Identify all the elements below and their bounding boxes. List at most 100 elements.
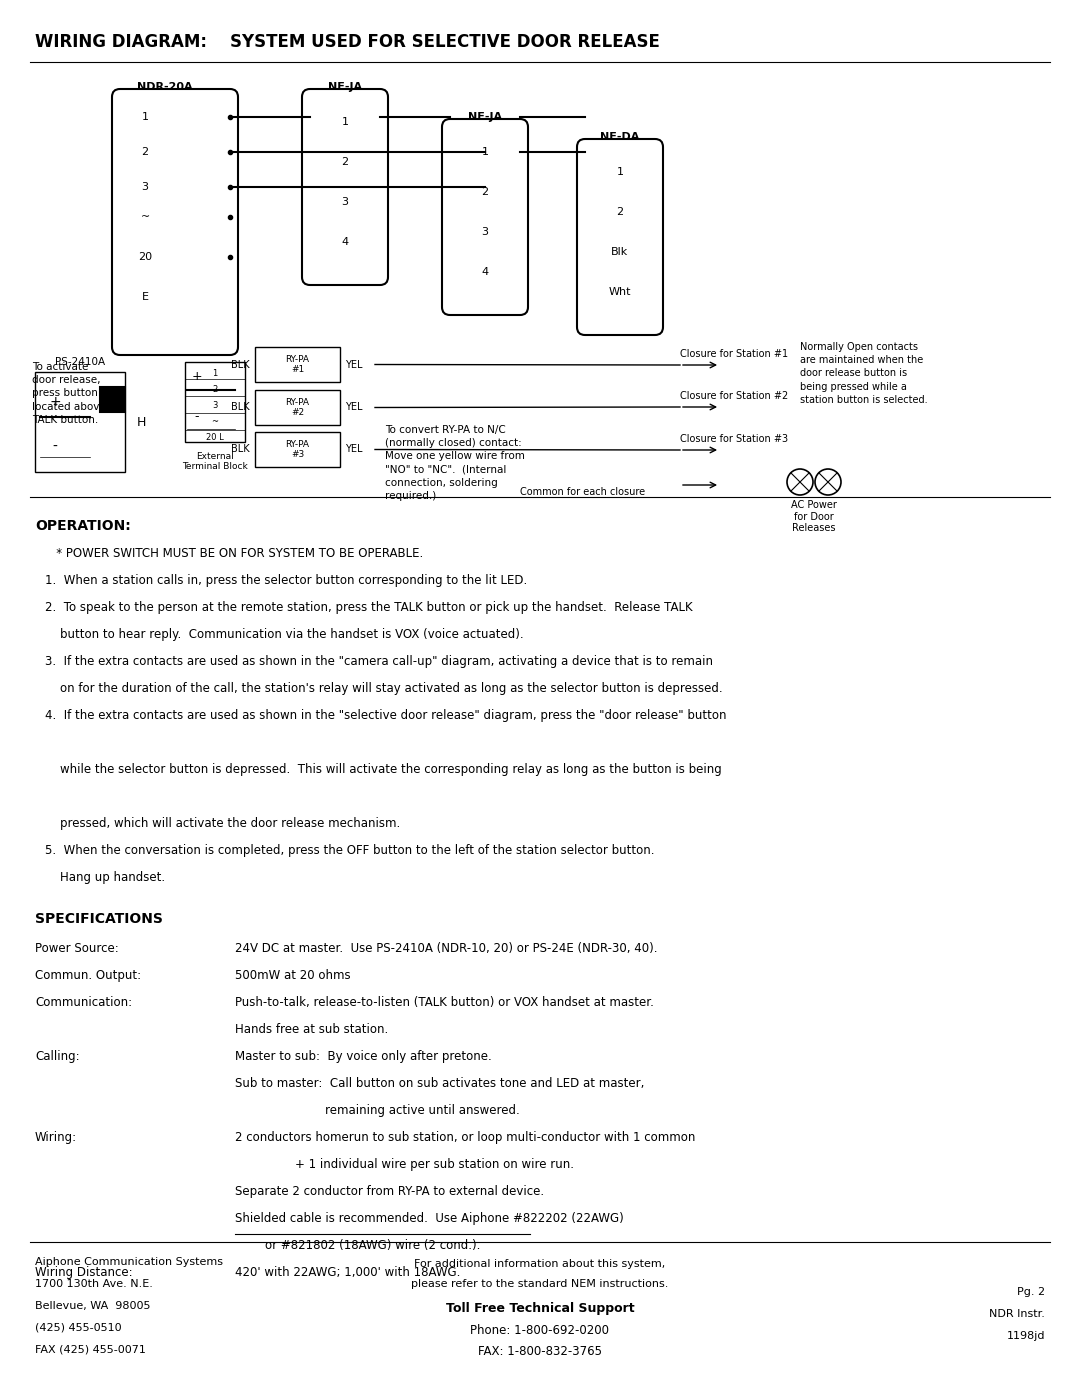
- Text: remaining active until answered.: remaining active until answered.: [235, 1104, 519, 1118]
- Text: on for the duration of the call, the station's relay will stay activated as long: on for the duration of the call, the sta…: [45, 682, 723, 694]
- Bar: [100, 387, 125, 412]
- Bar: [255, 346, 340, 381]
- Text: Commun. Output:: Commun. Output:: [35, 970, 141, 982]
- Text: Aiphone Communication Systems: Aiphone Communication Systems: [35, 1257, 222, 1267]
- Text: Power Source:: Power Source:: [35, 942, 119, 956]
- Text: ~: ~: [140, 212, 150, 222]
- Text: 3.  If the extra contacts are used as shown in the "camera call-up" diagram, act: 3. If the extra contacts are used as sho…: [45, 655, 713, 668]
- Text: while the selector button is depressed.  This will activate the corresponding re: while the selector button is depressed. …: [45, 763, 721, 775]
- Text: 420' with 22AWG; 1,000' with 18AWG.: 420' with 22AWG; 1,000' with 18AWG.: [235, 1266, 460, 1280]
- Text: RY-PA
#2: RY-PA #2: [285, 398, 310, 418]
- Text: + 1 individual wire per sub station on wire run.: + 1 individual wire per sub station on w…: [235, 1158, 573, 1171]
- Text: For additional information about this system,: For additional information about this sy…: [415, 1259, 665, 1268]
- Text: Calling:: Calling:: [35, 1051, 80, 1063]
- Text: Hang up handset.: Hang up handset.: [45, 870, 165, 884]
- Text: Closure for Station #2: Closure for Station #2: [680, 391, 788, 401]
- Text: Push-to-talk, release-to-listen (TALK button) or VOX handset at master.: Push-to-talk, release-to-listen (TALK bu…: [235, 996, 653, 1009]
- Bar: [185, 362, 245, 441]
- Text: 500mW at 20 ohms: 500mW at 20 ohms: [235, 970, 351, 982]
- Text: YEL: YEL: [345, 444, 363, 454]
- Text: Pg. 2: Pg. 2: [1017, 1287, 1045, 1296]
- Text: BLK: BLK: [231, 402, 249, 412]
- Text: Wiring Distance:: Wiring Distance:: [35, 1266, 133, 1280]
- Text: Phone: 1-800-692-0200: Phone: 1-800-692-0200: [471, 1324, 609, 1337]
- Text: NE-DA: NE-DA: [600, 131, 639, 142]
- Text: NE-JA: NE-JA: [468, 112, 502, 122]
- Text: NE-JA: NE-JA: [328, 82, 362, 92]
- Text: 2: 2: [341, 156, 349, 168]
- Text: 2: 2: [482, 187, 488, 197]
- Text: Closure for Station #1: Closure for Station #1: [680, 349, 788, 359]
- Text: 3: 3: [341, 197, 349, 207]
- Text: 20 L: 20 L: [206, 433, 224, 443]
- FancyBboxPatch shape: [302, 89, 388, 285]
- Text: FAX: 1-800-832-3765: FAX: 1-800-832-3765: [478, 1345, 602, 1358]
- Text: PS-2410A: PS-2410A: [55, 358, 105, 367]
- Text: +: +: [191, 370, 202, 384]
- FancyBboxPatch shape: [112, 89, 238, 355]
- Text: Bellevue, WA  98005: Bellevue, WA 98005: [35, 1301, 150, 1310]
- Bar: [255, 432, 340, 467]
- Text: please refer to the standard NEM instructions.: please refer to the standard NEM instruc…: [411, 1280, 669, 1289]
- Text: NDR Instr.: NDR Instr.: [989, 1309, 1045, 1319]
- Text: 2: 2: [141, 147, 149, 156]
- Text: Normally Open contacts
are maintained when the
door release button is
being pres: Normally Open contacts are maintained wh…: [800, 342, 928, 405]
- Text: SPECIFICATIONS: SPECIFICATIONS: [35, 912, 163, 926]
- Text: WIRING DIAGRAM:    SYSTEM USED FOR SELECTIVE DOOR RELEASE: WIRING DIAGRAM: SYSTEM USED FOR SELECTIV…: [35, 34, 660, 52]
- Text: 4.  If the extra contacts are used as shown in the "selective door release" diag: 4. If the extra contacts are used as sho…: [45, 710, 727, 722]
- Text: 1.  When a station calls in, press the selector button corresponding to the lit : 1. When a station calls in, press the se…: [45, 574, 527, 587]
- Text: YEL: YEL: [345, 402, 363, 412]
- Text: Toll Free Technical Support: Toll Free Technical Support: [446, 1302, 634, 1315]
- Text: AC Power
for Door
Releases: AC Power for Door Releases: [791, 500, 837, 534]
- Text: 4: 4: [341, 237, 349, 247]
- Text: FAX (425) 455-0071: FAX (425) 455-0071: [35, 1345, 146, 1355]
- Text: 3: 3: [213, 401, 218, 411]
- Text: Communication:: Communication:: [35, 996, 132, 1009]
- Bar: [35, 372, 125, 472]
- Text: 2.  To speak to the person at the remote station, press the TALK button or pick : 2. To speak to the person at the remote …: [45, 601, 692, 615]
- Text: pressed, which will activate the door release mechanism.: pressed, which will activate the door re…: [45, 817, 401, 830]
- Text: 4: 4: [482, 267, 488, 277]
- Text: OPERATION:: OPERATION:: [35, 520, 131, 534]
- Text: NDR-20A: NDR-20A: [137, 82, 193, 92]
- Text: Master to sub:  By voice only after pretone.: Master to sub: By voice only after preto…: [235, 1051, 491, 1063]
- Text: Wiring:: Wiring:: [35, 1132, 77, 1144]
- Text: (425) 455-0510: (425) 455-0510: [35, 1323, 122, 1333]
- Text: RY-PA
#1: RY-PA #1: [285, 355, 310, 374]
- Text: 1198jd: 1198jd: [1007, 1331, 1045, 1341]
- Text: Wht: Wht: [609, 286, 631, 298]
- Text: E: E: [141, 292, 149, 302]
- FancyBboxPatch shape: [577, 138, 663, 335]
- Text: * POWER SWITCH MUST BE ON FOR SYSTEM TO BE OPERABLE.: * POWER SWITCH MUST BE ON FOR SYSTEM TO …: [45, 548, 423, 560]
- Text: 24V DC at master.  Use PS-2410A (NDR-10, 20) or PS-24E (NDR-30, 40).: 24V DC at master. Use PS-2410A (NDR-10, …: [235, 942, 658, 956]
- Text: H: H: [137, 415, 147, 429]
- Text: +: +: [50, 395, 60, 409]
- Text: 5.  When the conversation is completed, press the OFF button to the left of the : 5. When the conversation is completed, p…: [45, 844, 654, 856]
- Text: -: -: [194, 411, 199, 423]
- Text: 1: 1: [141, 112, 149, 122]
- Text: 1: 1: [213, 369, 218, 379]
- Text: Sub to master:  Call button on sub activates tone and LED at master,: Sub to master: Call button on sub activa…: [235, 1077, 645, 1090]
- Text: ~: ~: [212, 418, 218, 426]
- Text: BLK: BLK: [231, 359, 249, 369]
- Text: RY-PA
#3: RY-PA #3: [285, 440, 310, 460]
- Text: 3: 3: [482, 226, 488, 237]
- Text: BLK: BLK: [231, 444, 249, 454]
- Text: or #821802 (18AWG) wire (2 cond.).: or #821802 (18AWG) wire (2 cond.).: [235, 1239, 481, 1252]
- Text: 1: 1: [341, 117, 349, 127]
- Text: To activate
door release,
press button
located above
TALK button.: To activate door release, press button l…: [32, 362, 106, 425]
- Text: Common for each closure: Common for each closure: [519, 488, 645, 497]
- Text: Blk: Blk: [611, 247, 629, 257]
- Text: 1: 1: [617, 168, 623, 177]
- Text: button to hear reply.  Communication via the handset is VOX (voice actuated).: button to hear reply. Communication via …: [45, 629, 524, 641]
- Text: 2: 2: [213, 386, 218, 394]
- Text: YEL: YEL: [345, 359, 363, 369]
- Text: 1: 1: [482, 147, 488, 156]
- Text: 3: 3: [141, 182, 149, 191]
- Bar: [255, 390, 340, 425]
- Text: Closure for Station #3: Closure for Station #3: [680, 434, 788, 444]
- Text: 2 conductors homerun to sub station, or loop multi-conductor with 1 common: 2 conductors homerun to sub station, or …: [235, 1132, 696, 1144]
- Text: 2: 2: [617, 207, 623, 217]
- Text: Hands free at sub station.: Hands free at sub station.: [235, 1023, 388, 1037]
- Text: External
Terminal Block: External Terminal Block: [183, 453, 248, 471]
